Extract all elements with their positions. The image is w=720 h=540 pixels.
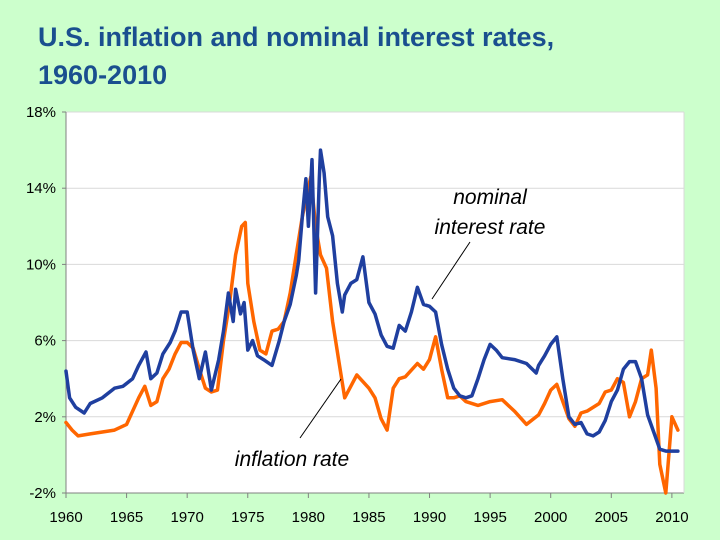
nominal-interest-rate-line xyxy=(64,148,680,453)
x-tick-label-2: 1970 xyxy=(170,509,203,526)
series-lines xyxy=(64,148,680,495)
x-tick-label-7: 1995 xyxy=(473,509,506,526)
page-title: U.S. inflation and nominal interest rate… xyxy=(38,18,554,94)
x-tick-label-10: 2010 xyxy=(655,509,688,526)
y-tick-labels: 18% 14% 10% 6% 2% -2% xyxy=(26,104,56,502)
nominal-label-line1: nominal xyxy=(453,186,528,209)
x-tick-label-3: 1975 xyxy=(231,509,264,526)
x-tick-label-8: 2000 xyxy=(534,509,567,526)
y-tick-label-3: 6% xyxy=(34,333,56,350)
x-tick-label-0: 1960 xyxy=(49,509,82,526)
annotations: nominal interest rate inflation rate xyxy=(235,186,546,471)
inflation-label: inflation rate xyxy=(235,448,349,471)
x-tick-label-9: 2005 xyxy=(595,509,628,526)
x-tick-labels: 1960 1965 1970 1975 1980 1985 1990 1995 2000 2005… xyxy=(49,493,689,526)
y-tick-label-1: 14% xyxy=(26,180,56,197)
y-tick-label-0: 18% xyxy=(26,104,56,121)
plot-area xyxy=(66,112,684,493)
title-line-1: U.S. inflation and nominal interest rate… xyxy=(38,22,555,52)
inflation-leader-line xyxy=(299,378,342,439)
x-tick-label-1: 1965 xyxy=(110,509,143,526)
axes xyxy=(65,112,685,494)
x-tick-label-4: 1980 xyxy=(292,509,325,526)
y-tick-label-5: -2% xyxy=(29,485,56,502)
y-tick-label-2: 10% xyxy=(26,256,56,273)
nominal-leader-line xyxy=(431,241,471,300)
inflation-rate-line xyxy=(64,175,680,495)
gridlines xyxy=(62,111,684,494)
x-tick-label-5: 1985 xyxy=(352,509,385,526)
title-line-2: 1960-2010 xyxy=(38,60,168,90)
nominal-label-line2: interest rate xyxy=(435,216,546,239)
x-tick-label-6: 1990 xyxy=(413,509,446,526)
y-tick-label-4: 2% xyxy=(34,409,56,426)
